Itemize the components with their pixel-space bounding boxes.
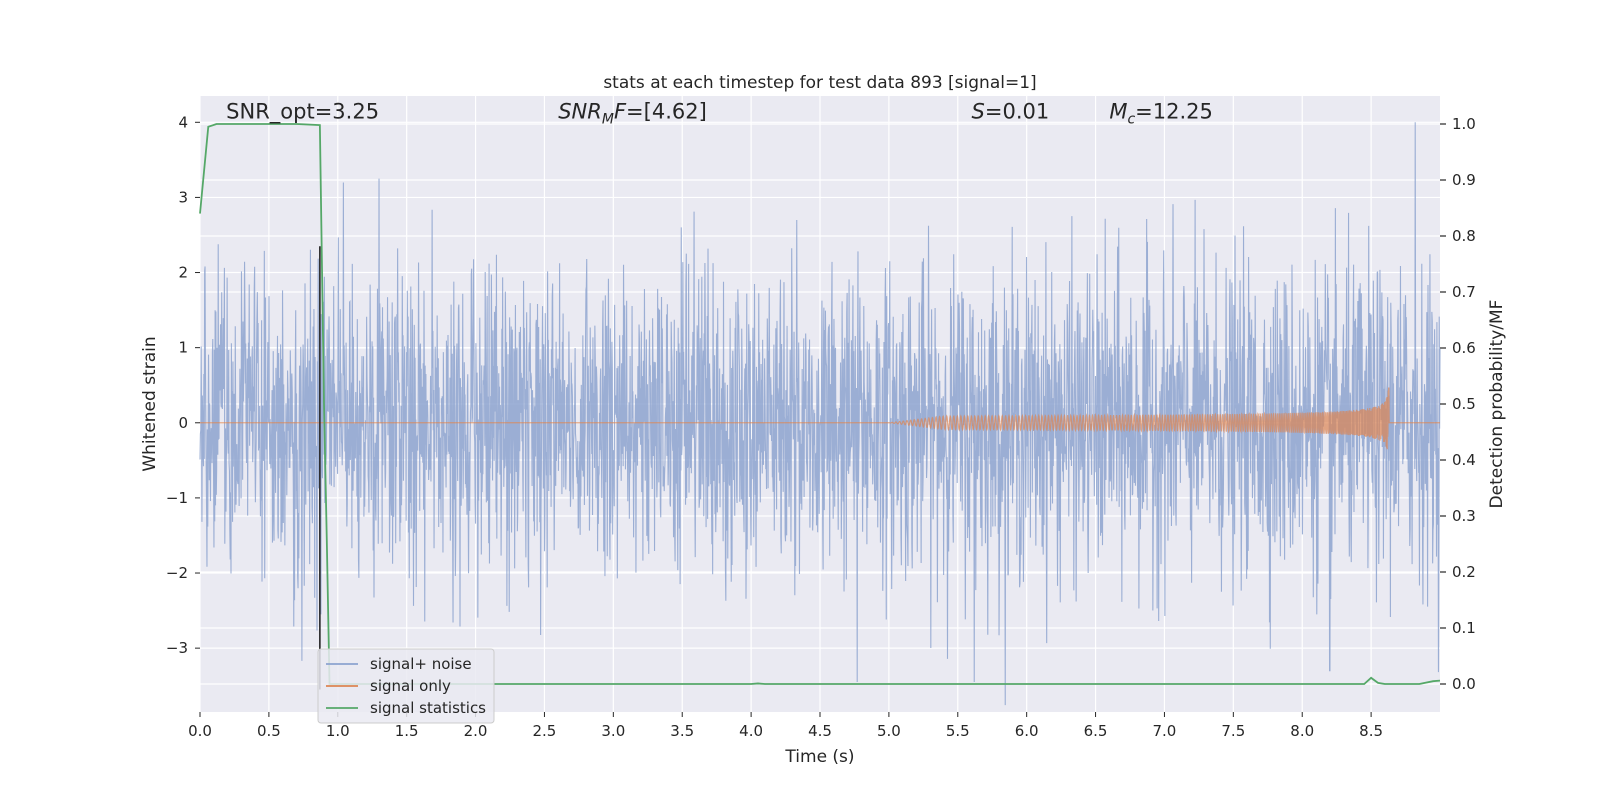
y-tick-label-right: 1.0 [1452,115,1476,133]
y-tick-label-right: 0.0 [1452,675,1476,693]
y-tick-label-right: 0.9 [1452,171,1476,189]
y-tick-label-left: 1 [178,339,188,357]
y-tick-label-left: 2 [178,264,188,282]
annotation-text: SNRMF=[4.62] [558,99,707,127]
annotation-text: SNR_opt=3.25 [226,99,379,124]
y-tick-label-left: 3 [178,188,188,206]
y-tick-label-left: −1 [166,489,188,507]
x-tick-label: 8.5 [1359,722,1383,740]
x-tick-label: 4.5 [808,722,832,740]
y-tick-label-left: −2 [166,564,188,582]
legend-label-signal-only: signal only [370,677,451,695]
legend-label-signal-statistics: signal statistics [370,699,486,717]
x-tick-label: 5.0 [877,722,901,740]
y-tick-label-left: 0 [178,414,188,432]
x-tick-label: 6.5 [1084,722,1108,740]
x-tick-label: 6.0 [1015,722,1039,740]
y-tick-label-right: 0.3 [1452,507,1476,525]
chart-title: stats at each timestep for test data 893… [603,73,1036,93]
signal-statistics-line [199,123,1441,685]
x-tick-label: 3.0 [601,722,625,740]
series-signal-statistics [199,123,1441,685]
y-axis-label-right: Detection probability/MF [1487,300,1507,509]
x-tick-label: 3.5 [670,722,694,740]
x-tick-label: 0.0 [188,722,212,740]
legend: signal+ noise signal only signal statist… [317,648,495,724]
x-axis-label: Time (s) [784,747,854,767]
y-tick-label-right: 0.8 [1452,227,1476,245]
legend-box [317,648,495,724]
y-tick-label-left: 4 [178,113,188,131]
series-signal-only [200,387,1440,450]
y-tick-label-right: 0.1 [1452,619,1476,637]
x-tick-label: 1.5 [395,722,419,740]
series-signal-noise [199,122,1441,706]
x-tick-label: 7.5 [1221,722,1245,740]
signal-noise-line [199,122,1441,706]
y-axis-label-left: Whitened strain [140,336,160,471]
annotation-text: Mc=12.25 [1109,99,1213,127]
x-tick-label: 0.5 [257,722,281,740]
x-tick-label: 1.0 [326,722,350,740]
legend-label-signal-noise: signal+ noise [370,655,472,673]
y-tick-label-right: 0.5 [1452,395,1476,413]
y-ticks-right: 1.0 0.9 0.8 0.7 0.6 0.5 0.4 0.3 0.2 0.1 0.0 [1440,115,1476,693]
annotations: SNR_opt=3.25 SNRMF=[4.62] S=0.01 Mc=12.25 [226,99,1213,127]
y-tick-label-right: 0.7 [1452,283,1476,301]
x-tick-label: 7.0 [1153,722,1177,740]
signal-only-line [200,387,1440,450]
y-ticks-left: 4 3 2 1 0 −1 −2 −3 [166,113,200,657]
x-tick-label: 2.0 [464,722,488,740]
x-tick-label: 5.5 [946,722,970,740]
x-tick-label: 8.0 [1290,722,1314,740]
annotation-text: S=0.01 [972,99,1050,123]
y-tick-label-right: 0.4 [1452,451,1476,469]
y-tick-label-right: 0.6 [1452,339,1476,357]
y-tick-label-right: 0.2 [1452,563,1476,581]
x-tick-label: 4.0 [739,722,763,740]
x-tick-label: 2.5 [533,722,557,740]
y-tick-label-left: −3 [166,639,188,657]
x-ticks: 0.0 0.5 1.0 1.5 2.0 2.5 3.0 3.5 4.0 4.5 5.0 5.5 6.0 6… [188,712,1383,740]
